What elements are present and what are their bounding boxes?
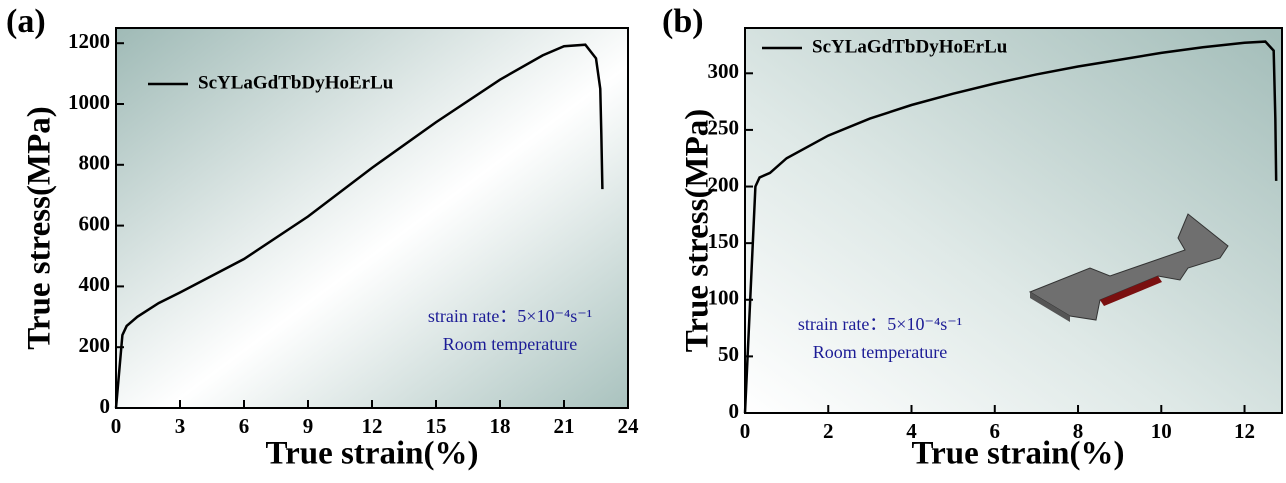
x-tick-label: 0 (740, 419, 751, 443)
y-tick-label: 600 (79, 211, 111, 235)
y-tick-label: 1000 (68, 90, 110, 114)
legend-label: ScYLaGdTbDyHoErLu (198, 72, 394, 93)
legend-label: ScYLaGdTbDyHoErLu (812, 36, 1008, 57)
x-tick-label: 6 (239, 414, 250, 438)
x-tick-label: 8 (1073, 419, 1084, 443)
x-tick-label: 10 (1151, 419, 1172, 443)
plot-frame (744, 27, 1283, 414)
x-tick-label: 6 (990, 419, 1001, 443)
x-tick-label: 15 (426, 414, 447, 438)
y-tick-label: 200 (708, 172, 740, 196)
y-tick-label: 50 (718, 342, 739, 366)
x-tick-label: 12 (1234, 419, 1255, 443)
y-tick-label: 0 (729, 399, 740, 423)
annotation: strain rate：5×10⁻⁴s⁻¹ (428, 306, 592, 326)
y-tick-label: 0 (100, 394, 111, 418)
x-axis-title: True strain(%) (266, 436, 479, 472)
y-tick-label: 800 (79, 151, 111, 175)
plot-frame (115, 27, 629, 409)
panel-label: (a) (6, 3, 46, 40)
x-tick-label: 9 (303, 414, 314, 438)
x-tick-label: 3 (175, 414, 186, 438)
specimen-icon (1028, 213, 1229, 322)
data-line (114, 43, 604, 409)
y-axis-title: True stress(MPa) (22, 106, 58, 349)
y-tick-label: 1200 (68, 29, 110, 53)
annotation: strain rate：5×10⁻⁴s⁻¹ (798, 314, 962, 334)
y-tick-label: 200 (79, 333, 111, 357)
y-axis-title: True stress(MPa) (680, 109, 716, 352)
x-tick-label: 0 (111, 414, 122, 438)
y-tick-label: 100 (708, 286, 740, 310)
x-axis-title: True strain(%) (912, 436, 1125, 472)
x-tick-label: 24 (618, 414, 640, 438)
x-tick-label: 21 (554, 414, 575, 438)
annotation: Room temperature (813, 342, 947, 362)
annotation: Room temperature (443, 334, 577, 354)
y-tick-label: 150 (708, 229, 740, 253)
y-tick-label: 250 (708, 116, 740, 140)
plot-area (116, 28, 628, 408)
y-tick-label: 400 (79, 272, 111, 296)
panel-label: (b) (662, 3, 704, 40)
x-tick-label: 4 (906, 419, 917, 443)
y-tick-label: 300 (708, 59, 740, 83)
x-tick-label: 2 (823, 419, 834, 443)
x-tick-label: 12 (362, 414, 383, 438)
x-tick-label: 18 (490, 414, 511, 438)
data-line (743, 40, 1278, 414)
